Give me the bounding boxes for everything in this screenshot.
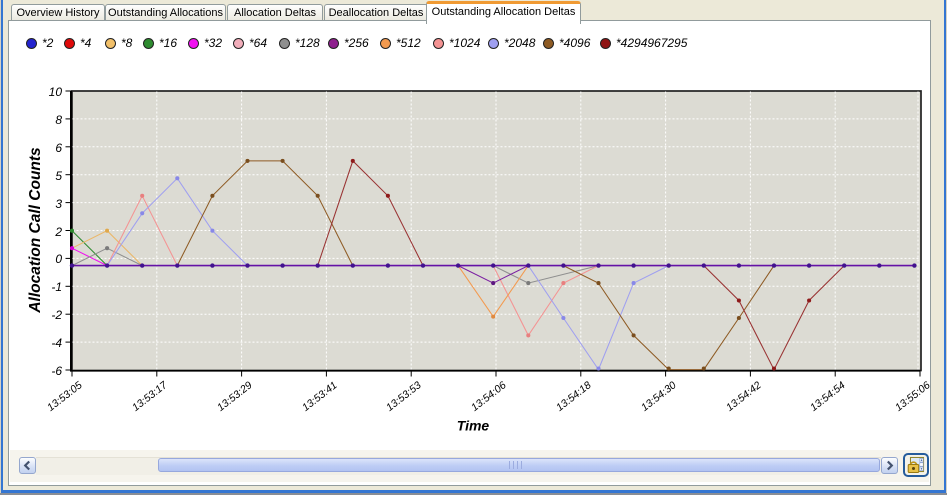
svg-text:Time: Time <box>457 418 490 434</box>
svg-text:Allocation Call Counts: Allocation Call Counts <box>27 147 44 314</box>
